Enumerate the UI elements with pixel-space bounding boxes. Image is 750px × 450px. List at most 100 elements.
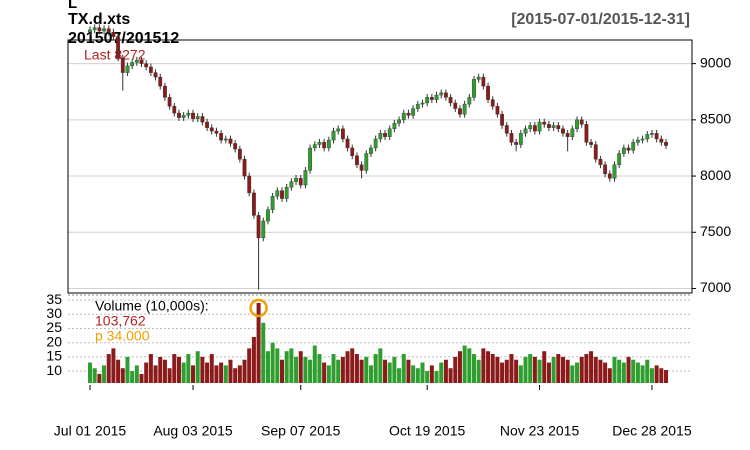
volume-bar [504,359,509,383]
volume-bar [603,362,608,383]
candle-body [481,76,486,87]
volume-bar [626,356,631,383]
volume-bar [322,362,327,383]
candle-body [252,192,256,216]
candle-body [509,133,514,143]
volume-bar [528,354,533,383]
candle-body [518,133,523,145]
volume-bar [326,365,331,383]
candle-body [364,153,369,171]
candle-body [223,138,228,141]
y-tick-label: 8000 [700,167,731,183]
volume-bar [139,373,144,383]
candle-body [607,173,612,179]
volume-bar [368,365,373,383]
candle-body [153,72,158,78]
candle-body [429,97,434,100]
candle-body [280,190,284,199]
volume-bar [294,356,299,383]
volume-bar [462,345,467,383]
candle-body [237,148,242,160]
volume-bar [261,322,266,383]
volume-bar [401,354,406,383]
volume-bar [205,362,210,383]
candle-body [308,147,312,171]
candle-body [537,121,542,132]
candle-body [270,196,275,210]
volume-bar [649,368,654,383]
candle-body [547,124,551,128]
candle-body [425,97,430,104]
candle-body [495,106,500,115]
volume-bar [176,356,181,383]
candle-body [584,124,589,143]
candle-body [420,102,425,105]
volume-bar [312,345,317,383]
volume-bar [593,356,598,383]
candle-body [350,147,355,157]
volume-bar [490,354,495,383]
candle-body [617,153,622,166]
volume-bar [158,356,163,383]
volume-bar [415,368,420,383]
x-tick-label: Sep 07 2015 [261,423,341,439]
price-panel [67,39,693,294]
candle-body [88,29,92,33]
candle-body [294,178,298,182]
volume-bar [172,354,177,383]
volume-bar [589,351,594,383]
volume-bar [191,365,196,383]
candle-body [415,103,420,109]
candle-body [158,76,163,87]
candle-body [369,147,373,154]
candle-body [659,138,664,143]
volume-bar [148,354,153,383]
candle-body [650,133,654,135]
candle-body [636,139,640,143]
candle-body [148,66,153,73]
candle-body [387,128,392,137]
volume-bar [280,359,284,383]
candle-body [247,175,252,194]
volume-bar [448,368,453,383]
volume-bar [406,359,411,383]
volume-bar [397,368,402,383]
candle-body [411,108,416,116]
x-tick-label: Jul 01 2015 [54,423,127,439]
candle-body [181,115,186,118]
candle-body [645,134,650,140]
candle-body [392,123,397,130]
candle-body [111,31,116,37]
candle-body [261,220,266,239]
volume-bar [612,356,617,383]
candle-body [565,133,570,137]
volume-bar [186,354,191,383]
volume-tick-label: 25 [46,319,62,335]
candle-body [163,85,167,98]
candle-body [486,85,490,100]
candle-body [504,125,509,134]
volume-bar [134,365,139,383]
volume-bar [106,354,111,383]
volume-bar [664,370,668,383]
candle-body [528,125,533,130]
candle-body [462,103,467,115]
candle-body [326,139,331,149]
volume-bar [130,371,135,383]
candle-body [177,112,181,118]
candle-body [167,97,172,107]
volume-bar [378,348,383,383]
volume-bar [162,359,167,383]
candle-body [476,76,481,80]
volume-bar [514,359,519,383]
candle-body [303,170,308,186]
volume-bar [200,356,205,383]
candle-body [214,130,219,134]
candle-body [444,92,448,98]
volume-bar [289,348,294,383]
candle-body [275,190,280,197]
volume-bar [125,356,130,383]
candle-body [289,181,294,188]
candle-body [92,27,97,31]
